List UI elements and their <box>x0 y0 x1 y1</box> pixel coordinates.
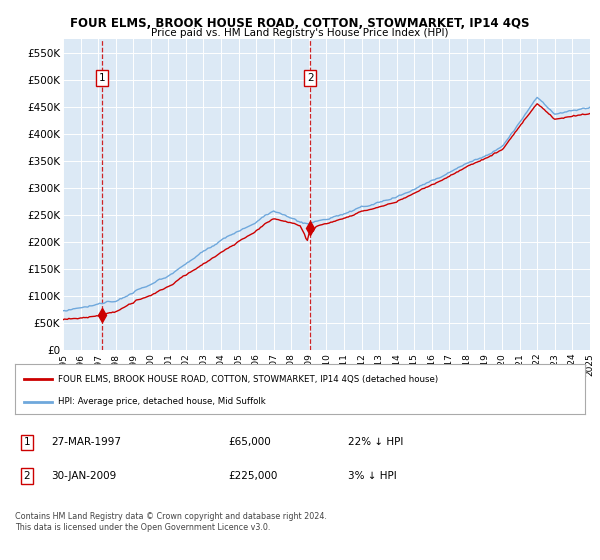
Text: £225,000: £225,000 <box>228 471 277 481</box>
Text: 27-MAR-1997: 27-MAR-1997 <box>51 437 121 447</box>
Text: Contains HM Land Registry data © Crown copyright and database right 2024.
This d: Contains HM Land Registry data © Crown c… <box>15 512 327 532</box>
Text: 1: 1 <box>99 73 106 83</box>
Text: FOUR ELMS, BROOK HOUSE ROAD, COTTON, STOWMARKET, IP14 4QS (detached house): FOUR ELMS, BROOK HOUSE ROAD, COTTON, STO… <box>58 375 438 384</box>
Text: FOUR ELMS, BROOK HOUSE ROAD, COTTON, STOWMARKET, IP14 4QS: FOUR ELMS, BROOK HOUSE ROAD, COTTON, STO… <box>70 17 530 30</box>
Text: 22% ↓ HPI: 22% ↓ HPI <box>348 437 403 447</box>
Text: 2: 2 <box>307 73 314 83</box>
Text: £65,000: £65,000 <box>228 437 271 447</box>
Text: Price paid vs. HM Land Registry's House Price Index (HPI): Price paid vs. HM Land Registry's House … <box>151 28 449 38</box>
Text: 2: 2 <box>23 471 31 481</box>
Text: HPI: Average price, detached house, Mid Suffolk: HPI: Average price, detached house, Mid … <box>58 397 265 407</box>
Text: 30-JAN-2009: 30-JAN-2009 <box>51 471 116 481</box>
Text: 1: 1 <box>23 437 31 447</box>
Text: 3% ↓ HPI: 3% ↓ HPI <box>348 471 397 481</box>
